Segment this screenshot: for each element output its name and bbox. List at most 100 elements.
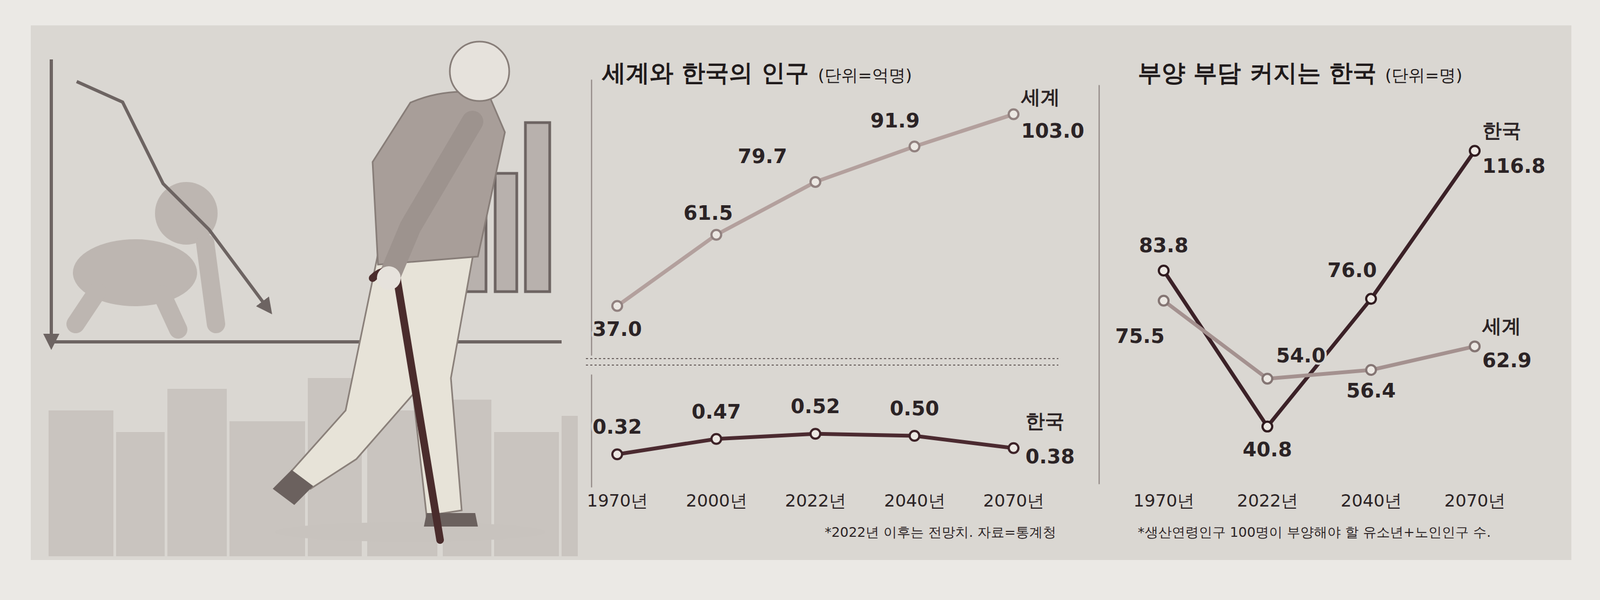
series-name-label: 한국 [1482,119,1522,142]
series-line [1163,150,1475,427]
y2-axis-line [591,374,593,488]
series-marker [1366,293,1376,304]
chart-panel: 1970년 2022년 2040년 2070년 83.8 40.8 76.0 116.8 한국 7… [1099,58,1547,540]
chart-note: *2022년 이후는 전망치. 자료=통계청 [824,524,1057,540]
x-tick-label: 1970년 [586,490,648,511]
y-axis [1098,85,1100,485]
chart-root: 1970년2000년2022년2040년2070년37.061.579.791.… [0,0,1600,600]
man-hand [376,266,401,290]
chart-subtitle: (단위=억명) [818,65,913,85]
chart-subtitle: (단위=명) [1385,65,1463,85]
x-tick-label: 1970년 [1133,490,1195,511]
series-marker [1158,265,1169,276]
x-tick: 2000년 [685,490,747,511]
series-marker [711,230,722,240]
x-tick: 2040년 [1340,490,1402,511]
skyline-building [116,431,165,557]
data-label: 83.8 [1138,233,1188,258]
man-shoes [272,469,478,527]
cane [372,271,441,541]
series-line [1163,300,1475,379]
data-label: 0.52 [790,394,840,418]
x-tick-label: 2040년 [883,490,945,511]
x-axis: 1970년 2022년 2040년 2070년 [1133,490,1506,511]
data-label: 56.4 [1346,379,1396,403]
illustration-axis [51,59,562,342]
y2-axis [591,374,592,488]
data-label: 0.38 [1025,444,1075,469]
data-label: 62.9 [1482,348,1532,373]
baby-limbs [75,242,216,330]
series-line [617,114,1014,307]
chart-svg: 1970년2000년2022년2040년2070년37.061.579.791.… [0,0,1600,600]
data-label: 76.0 [1327,258,1377,282]
shadow [275,522,546,542]
y-axis [591,79,592,356]
series-marker [612,449,623,459]
x-tick: 2022년 [1237,490,1299,511]
chart-note: *생산연령인구 100명이 부양해야 할 유소년+노인인구 수. [1137,524,1491,540]
series-marker [1008,109,1019,120]
illustration-bar [495,173,517,292]
plot-area [1158,145,1480,432]
x-tick: 2070년 [983,490,1045,511]
data-label: 54.0 [1276,343,1326,368]
series-marker [1262,421,1273,432]
axis-break [585,364,1059,366]
axis-break [585,358,1059,360]
chart-title: 세계와 한국의 인구 [601,58,809,87]
data-label: 103.0 [1021,119,1085,143]
data-label: 116.8 [1482,154,1546,178]
man-arm [388,121,473,279]
data-label: 75.5 [1115,324,1165,348]
x-tick: 2070년 [1444,490,1506,511]
series-marker [1262,373,1273,384]
series-marker [1008,443,1019,454]
x-tick-label: 2040년 [1340,490,1402,511]
x-tick: 2040년 [883,490,945,511]
declining-arrow [76,81,268,308]
man-legs [291,242,476,516]
x-tick-label: 2000년 [685,490,747,511]
page-background [0,0,1600,600]
x-tick: 1970년 [586,490,648,511]
series-marker [1158,295,1169,306]
skyline-building [48,410,114,557]
illustration-bar [525,122,550,292]
series-marker [612,301,623,312]
panel-background [30,25,1572,560]
x-tick-label: 2070년 [983,490,1045,511]
series-name-label: 세계 [1481,314,1522,337]
data-label: 0.50 [889,396,940,421]
series-marker [909,430,920,441]
x-tick: 2022년 [785,490,847,511]
data-label: 91.9 [870,109,920,133]
data-labels: 37.061.579.791.9103.0세계0.320.470.520.500… [592,85,1085,469]
series-marker [810,177,821,187]
chart-title: 부양 부담 커지는 한국 [1137,58,1377,87]
x-tick: 1970년 [1133,490,1195,511]
skyline-building [167,388,227,557]
data-label: 0.32 [592,415,642,439]
man-head [449,41,510,101]
x-tick-label: 2022년 [1237,490,1299,511]
series-name-label: 세계 [1020,85,1061,108]
skyline-building [561,415,578,557]
data-label: 40.8 [1242,437,1292,462]
series-name-label: 한국 [1025,409,1065,432]
data-label: 37.0 [592,317,642,341]
illustration [48,41,578,557]
x-axis: 1970년 2000년 2022년 2040년 2070년 [586,490,1045,511]
series-marker [711,434,722,444]
series-marker [909,141,920,152]
series-marker [1366,365,1376,375]
chart-panel: 1970년2000년2022년2040년2070년37.061.579.791.… [585,58,1085,540]
y-axis-line [591,79,593,356]
data-label: 79.7 [737,144,787,168]
data-label: 0.47 [691,400,741,424]
y-axis-line [1098,85,1100,485]
data-labels: 83.8 40.8 76.0 116.8 한국 75.5 54.0 56.4 62.9 세계 [1115,119,1546,462]
series-marker [1469,341,1480,351]
series-marker [810,428,821,439]
plot-area [612,109,1019,460]
